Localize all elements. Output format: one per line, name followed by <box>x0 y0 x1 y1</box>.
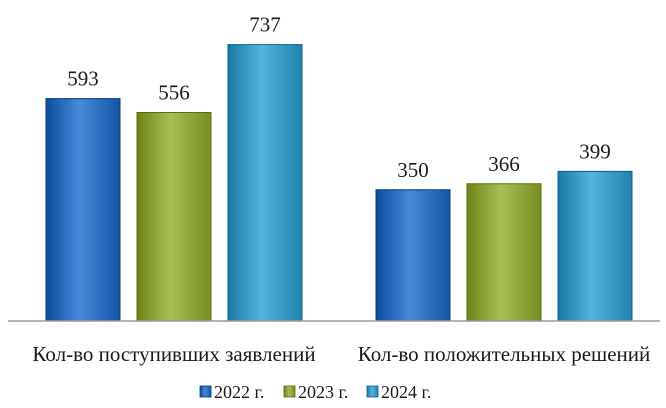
bars-layer <box>45 44 633 322</box>
legend-swatch <box>283 385 296 398</box>
bar-positive-decisions-2023 <box>466 183 542 322</box>
bar-applications-2022 <box>45 98 121 322</box>
category-label: Кол-во поступивших заявлений <box>32 342 315 366</box>
value-label: 737 <box>249 13 281 37</box>
category-label: Кол-во положительных решений <box>358 342 651 366</box>
value-label: 593 <box>67 67 99 91</box>
bar-applications-2023 <box>136 112 212 322</box>
bar-positive-decisions-2022 <box>375 189 451 322</box>
value-label: 556 <box>158 81 190 105</box>
legend-label: 2024 г. <box>381 382 431 402</box>
bar-positive-decisions-2024 <box>557 170 633 322</box>
value-label: 366 <box>488 152 520 176</box>
legend: 2022 г. 2023 г. 2024 г. <box>199 382 431 402</box>
bar-applications-2024 <box>227 44 303 322</box>
legend-label: 2023 г. <box>298 382 348 402</box>
value-label: 399 <box>579 139 611 163</box>
legend-label: 2022 г. <box>214 382 264 402</box>
legend-swatch <box>199 385 212 398</box>
value-label: 350 <box>397 158 429 182</box>
labels-layer: 593 556 737 Кол-во поступивших заявлений 350… <box>32 13 650 366</box>
legend-swatch <box>366 385 379 398</box>
